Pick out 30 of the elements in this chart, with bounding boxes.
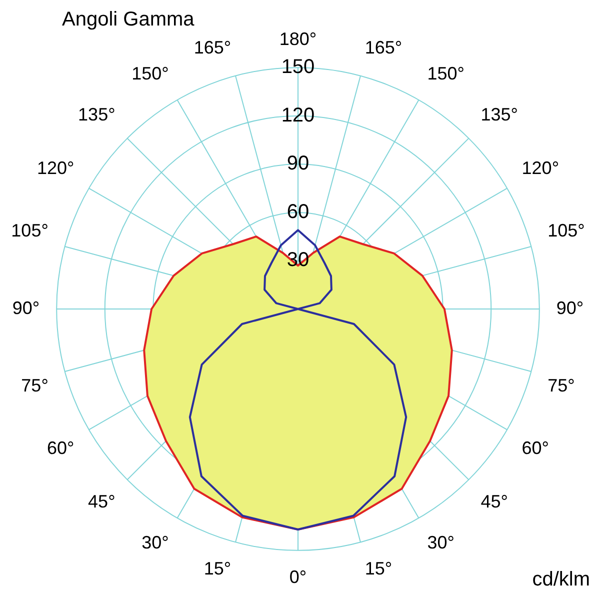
- spoke-label: 90°: [12, 298, 40, 318]
- spoke-label: 150°: [427, 63, 464, 84]
- spoke-label: 135°: [78, 104, 116, 124]
- spoke-label: 75°: [548, 376, 575, 396]
- spoke-label: 75°: [21, 376, 48, 396]
- spoke-label: 0°: [289, 567, 307, 588]
- spoke-label: 60°: [522, 438, 550, 458]
- spoke-label: 120°: [522, 158, 560, 178]
- spoke-label: 180°: [279, 28, 317, 49]
- spoke-label: 30°: [427, 532, 454, 553]
- spoke-label: 90°: [556, 298, 584, 318]
- spoke-label: 60°: [46, 438, 74, 458]
- spoke-label: 135°: [480, 104, 518, 124]
- spoke-label: 105°: [548, 220, 585, 240]
- y-tick-label: 150: [281, 56, 315, 78]
- text: cd/klm: [532, 568, 590, 591]
- y-tick-label: 90: [286, 152, 310, 175]
- spoke-label: 15°: [204, 558, 232, 578]
- chart-title: Angoli Gamma: [62, 8, 196, 31]
- spoke-label: 30°: [142, 532, 169, 553]
- spoke-label: 105°: [11, 220, 48, 240]
- y-tick-label: 60: [286, 200, 310, 223]
- spoke-label: 165°: [194, 38, 232, 58]
- spoke-label: 15°: [364, 558, 392, 578]
- spoke-label: 150°: [132, 63, 169, 84]
- spoke-label: 165°: [364, 38, 402, 58]
- spoke-label: 120°: [36, 158, 74, 178]
- spoke-label: 45°: [88, 491, 116, 512]
- spoke-label: 45°: [480, 491, 508, 512]
- y-tick-label: 120: [281, 104, 315, 126]
